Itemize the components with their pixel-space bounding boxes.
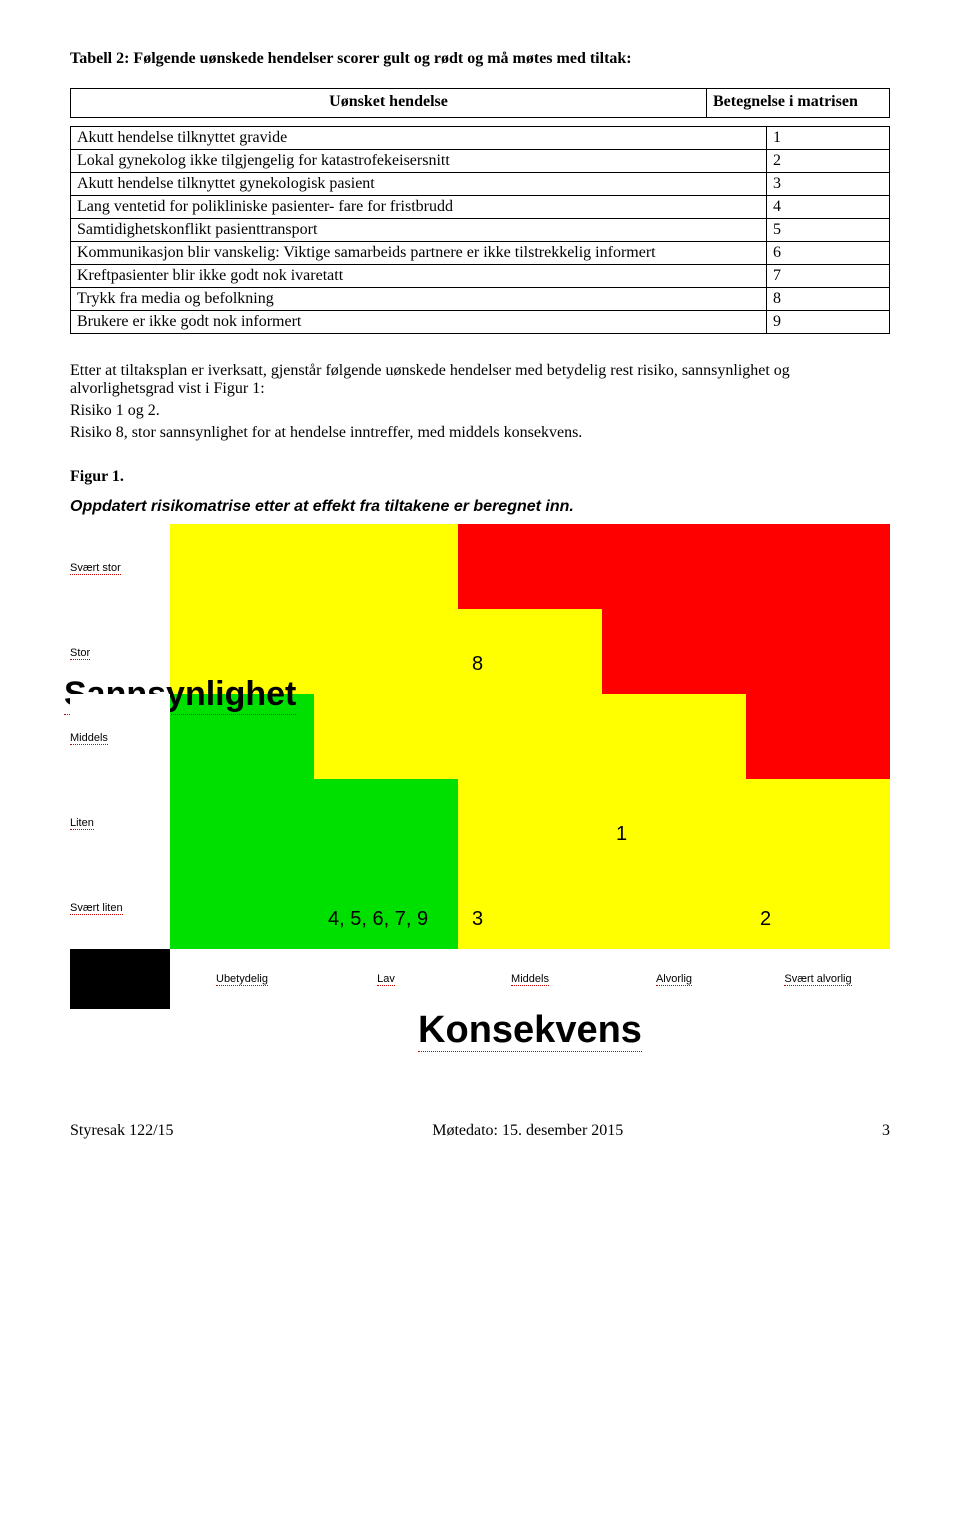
x-axis-label: Lav [314, 949, 458, 1009]
matrix-cell [314, 609, 458, 694]
event-number: 6 [767, 242, 890, 265]
table-row: Lang ventetid for polikliniske pasienter… [71, 196, 890, 219]
x-axis-label: Svært alvorlig [746, 949, 890, 1009]
event-number: 7 [767, 265, 890, 288]
y-axis-label: Middels [70, 694, 170, 779]
footer-right: 3 [882, 1122, 890, 1140]
footer-left: Styresak 122/15 [70, 1122, 174, 1140]
event-label: Lang ventetid for polikliniske pasienter… [71, 196, 767, 219]
matrix-cell-text: 3 [458, 882, 602, 931]
matrix-corner [70, 949, 170, 1009]
matrix-cell [170, 779, 314, 864]
table-subheader: Uønsket hendelse Betegnelse i matrisen [70, 88, 890, 118]
event-label: Kreftpasienter blir ikke godt nok ivaret… [71, 265, 767, 288]
matrix-cell [458, 524, 602, 609]
x-axis-labels: UbetydeligLavMiddelsAlvorligSvært alvorl… [70, 949, 890, 1009]
event-label: Akutt hendelse tilknyttet gravide [71, 127, 767, 150]
subheader-right: Betegnelse i matrisen [713, 93, 858, 110]
matrix-row: Svært stor [70, 524, 890, 609]
matrix-cell: 3 [458, 864, 602, 949]
matrix-cell-text: 8 [458, 627, 602, 676]
event-number: 8 [767, 288, 890, 311]
x-axis-title: Konsekvens [170, 1009, 890, 1052]
y-axis-label: Liten [70, 779, 170, 864]
table-row: Samtidighetskonflikt pasienttransport5 [71, 219, 890, 242]
matrix-cell: 2 [746, 864, 890, 949]
x-axis-label: Ubetydelig [170, 949, 314, 1009]
event-number: 2 [767, 150, 890, 173]
table-row: Akutt hendelse tilknyttet gynekologisk p… [71, 173, 890, 196]
event-label: Brukere er ikke godt nok informert [71, 311, 767, 334]
matrix-cell: 1 [602, 779, 746, 864]
event-label: Akutt hendelse tilknyttet gynekologisk p… [71, 173, 767, 196]
x-axis-title-row: Konsekvens [70, 1009, 890, 1052]
paragraph: Risiko 8, stor sannsynlighet for at hend… [70, 424, 890, 442]
matrix-cell [602, 609, 746, 694]
paragraph: Risiko 1 og 2. [70, 402, 890, 420]
matrix-cell [746, 694, 890, 779]
matrix-cell [458, 694, 602, 779]
matrix-cell [746, 779, 890, 864]
matrix-cell [458, 779, 602, 864]
table-row: Lokal gynekolog ikke tilgjengelig for ka… [71, 150, 890, 173]
matrix-cell [746, 524, 890, 609]
matrix-cell [314, 694, 458, 779]
matrix-cell [602, 524, 746, 609]
table-row: Trykk fra media og befolkning8 [71, 288, 890, 311]
event-number: 9 [767, 311, 890, 334]
event-label: Trykk fra media og befolkning [71, 288, 767, 311]
y-axis-label: StorSannsynlighet [70, 609, 170, 694]
table-row: Akutt hendelse tilknyttet gravide1 [71, 127, 890, 150]
footer-mid: Møtedato: 15. desember 2015 [432, 1122, 623, 1140]
matrix-cell: 4, 5, 6, 7, 9 [314, 864, 458, 949]
x-axis-label: Middels [458, 949, 602, 1009]
table-heading: Tabell 2: Følgende uønskede hendelser sc… [70, 50, 890, 68]
x-axis-label: Alvorlig [602, 949, 746, 1009]
matrix-title: Oppdatert risikomatrise etter at effekt … [70, 498, 890, 516]
matrix-cell [314, 524, 458, 609]
matrix-cell-text: 2 [746, 882, 890, 931]
paragraph: Etter at tiltaksplan er iverksatt, gjens… [70, 362, 890, 398]
matrix-cell [602, 864, 746, 949]
matrix-cell [314, 779, 458, 864]
matrix-cell-text: 4, 5, 6, 7, 9 [314, 882, 458, 931]
table-row: Kommunikasjon blir vanskelig: Viktige sa… [71, 242, 890, 265]
matrix-cell-text: 1 [602, 797, 746, 846]
matrix-row: Liten 1 [70, 779, 890, 864]
matrix-cell [746, 609, 890, 694]
figure-label: Figur 1. [70, 468, 890, 486]
risk-matrix: Svært storStorSannsynlighet8MiddelsLiten… [70, 524, 890, 1052]
matrix-row: Svært liten 4, 5, 6, 7, 93 2 [70, 864, 890, 949]
subheader-left: Uønsket hendelse [329, 93, 448, 111]
matrix-row: StorSannsynlighet 8 [70, 609, 890, 694]
matrix-cell [170, 524, 314, 609]
y-axis-label: Svært liten [70, 864, 170, 949]
y-axis-label: Svært stor [70, 524, 170, 609]
event-label: Kommunikasjon blir vanskelig: Viktige sa… [71, 242, 767, 265]
matrix-cell: 8 [458, 609, 602, 694]
page-footer: Styresak 122/15 Møtedato: 15. desember 2… [70, 1122, 890, 1140]
event-number: 5 [767, 219, 890, 242]
event-number: 1 [767, 127, 890, 150]
spacer [70, 1009, 170, 1052]
events-table: Akutt hendelse tilknyttet gravide1Lokal … [70, 126, 890, 334]
event-number: 3 [767, 173, 890, 196]
table-row: Kreftpasienter blir ikke godt nok ivaret… [71, 265, 890, 288]
event-label: Samtidighetskonflikt pasienttransport [71, 219, 767, 242]
event-label: Lokal gynekolog ikke tilgjengelig for ka… [71, 150, 767, 173]
event-number: 4 [767, 196, 890, 219]
matrix-cell [170, 864, 314, 949]
table-row: Brukere er ikke godt nok informert9 [71, 311, 890, 334]
matrix-cell [602, 694, 746, 779]
